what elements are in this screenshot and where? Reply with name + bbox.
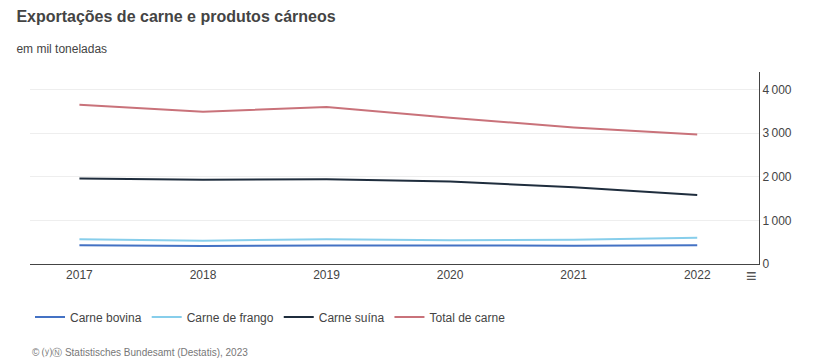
svg-text:1 000: 1 000 [762,214,791,228]
svg-text:Total de carne: Total de carne [429,311,505,325]
svg-text:© ⒴Ⓝ Statistisches Bundesamt (: © ⒴Ⓝ Statistisches Bundesamt (Destatis),… [32,347,248,358]
svg-text:Carne bovina: Carne bovina [70,311,142,325]
svg-text:4 000: 4 000 [762,83,791,97]
svg-text:0: 0 [762,257,769,271]
svg-text:2021: 2021 [560,268,587,282]
svg-text:2018: 2018 [190,268,217,282]
svg-text:≡: ≡ [746,266,757,286]
svg-text:3 000: 3 000 [762,126,791,140]
svg-text:Carne suína: Carne suína [319,311,385,325]
svg-text:em mil toneladas: em mil toneladas [16,42,107,56]
svg-text:Exportações de carne e produto: Exportações de carne e produtos cárneos [16,8,335,25]
svg-text:2017: 2017 [66,268,93,282]
svg-text:2019: 2019 [313,268,340,282]
svg-text:2020: 2020 [437,268,464,282]
svg-text:2022: 2022 [684,268,711,282]
svg-text:2 000: 2 000 [762,170,791,184]
svg-text:Carne de frango: Carne de frango [187,311,274,325]
